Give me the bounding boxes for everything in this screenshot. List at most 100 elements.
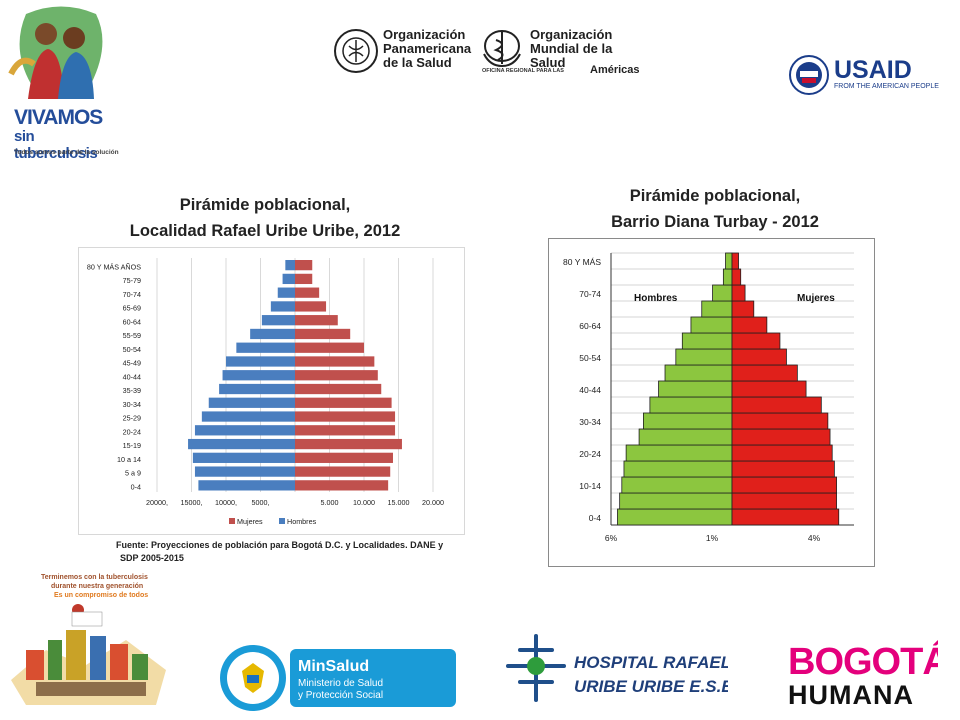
right-bar-hombres xyxy=(621,476,733,494)
ops-name-line1: Organización xyxy=(383,27,466,42)
left-bar-hombres xyxy=(219,383,295,395)
left-legend-label: Hombres xyxy=(287,517,317,526)
usaid-tagline: FROM THE AMERICAN PEOPLE xyxy=(834,83,939,90)
right-bar-hombres xyxy=(664,364,733,382)
oms-emblem-icon xyxy=(483,30,521,68)
right-age-label: 0-4 xyxy=(589,513,602,523)
oms-name-line2: Mundial de la Salud xyxy=(530,41,613,70)
left-age-label: 5 a 9 xyxy=(125,469,141,478)
left-x-tick: 20000, xyxy=(146,498,168,507)
minsalud-title: MinSalud xyxy=(298,658,369,675)
tb-campaign-logo: Terminemos con la tuberculosis durante n… xyxy=(6,570,176,710)
right-bar-mujeres xyxy=(731,380,807,398)
left-bar-mujeres xyxy=(295,356,375,367)
left-age-label: 10 a 14 xyxy=(117,455,141,464)
minsalud-banner: MinSalud Ministerio de Salud y Protecció… xyxy=(220,645,456,711)
right-bar-mujeres xyxy=(731,316,768,334)
left-pyramid-svg: 0-4 5 a 9 10 a 14 15-19 20-24 25-29 30-34 35-39… xyxy=(87,258,444,526)
right-bar-mujeres xyxy=(731,476,837,494)
source-line2: SDP 2005-2015 xyxy=(120,553,184,563)
left-age-label: 70-74 xyxy=(123,290,141,299)
right-label-mujeres: Mujeres xyxy=(797,293,835,304)
right-bar-mujeres xyxy=(731,492,837,510)
right-bar-hombres xyxy=(658,380,733,398)
left-bar-hombres xyxy=(194,425,295,436)
right-bar-hombres xyxy=(625,444,733,462)
ops-name-line2: Panamericana xyxy=(383,41,472,56)
left-bar-mujeres xyxy=(295,301,327,312)
vivamos-logo-title: VIVAMOS xyxy=(14,106,103,129)
left-x-tick: 5000, xyxy=(252,498,270,507)
left-bar-hombres xyxy=(261,315,295,326)
left-age-label: 35-39 xyxy=(123,386,141,395)
right-x-tick: 1% xyxy=(706,533,719,543)
left-age-label: 65-69 xyxy=(123,304,141,313)
right-bar-mujeres xyxy=(731,284,746,302)
bogota-word: BOGOTÁ xyxy=(788,639,938,683)
bogota-humana-logo: BOGOTÁ HUMANA xyxy=(788,630,950,710)
left-age-label: 20-24 xyxy=(123,427,141,436)
left-age-label: 40-44 xyxy=(123,372,141,381)
left-bar-mujeres xyxy=(295,370,378,381)
right-bar-mujeres xyxy=(731,300,755,318)
left-x-tick: 15.000 xyxy=(388,498,410,507)
right-bar-hombres xyxy=(690,316,733,334)
left-bar-mujeres xyxy=(295,273,313,285)
minsalud-sub1: Ministerio de Salud xyxy=(298,678,383,689)
left-age-label: 80 Y MÁS AÑOS xyxy=(87,262,141,271)
right-chart-title-line2: Barrio Diana Turbay - 2012 xyxy=(611,213,819,231)
right-chart-title: Pirámide poblacional, Barrio Diana Turba… xyxy=(550,183,880,235)
right-pyramid-svg: 0-4 10-14 20-24 30-34 40-44 50-54 60-64 70-74 80… xyxy=(563,252,854,543)
hospital-name-line2: URIBE URIBE E.S.E. xyxy=(574,677,728,696)
left-age-label: 50-54 xyxy=(123,345,141,354)
left-age-label: 0-4 xyxy=(131,483,141,492)
left-legend-swatch xyxy=(279,518,285,524)
left-bar-hombres xyxy=(236,342,295,353)
left-bar-hombres xyxy=(226,356,295,367)
left-bar-mujeres xyxy=(295,260,313,271)
right-bar-hombres xyxy=(638,428,733,446)
right-bar-mujeres xyxy=(731,428,831,446)
left-age-label: 15-19 xyxy=(123,441,141,450)
right-bar-hombres xyxy=(619,492,733,510)
hospital-logo: HOSPITAL RAFAEL URIBE URIBE E.S.E. xyxy=(498,630,737,706)
right-bar-mujeres xyxy=(731,412,829,430)
left-bar-hombres xyxy=(192,452,295,463)
right-age-label: 40-44 xyxy=(579,385,601,395)
ops-logo: Organización Panamericana de la Salud xyxy=(333,28,471,78)
left-x-tick: 10.000 xyxy=(353,498,375,507)
left-legend-swatch xyxy=(229,518,235,524)
right-bar-mujeres xyxy=(731,268,742,286)
source-line1: Fuente: Proyecciones de población para B… xyxy=(116,540,444,550)
vivamos-logo-subtitle: sin tuberculosis xyxy=(14,128,98,162)
vivamos-logo-tagline: Todos somos parte de la solución xyxy=(14,149,119,156)
left-chart-title: Pirámide poblacional, Localidad Rafael U… xyxy=(90,192,440,244)
minsalud-logo: MinSalud Ministerio de Salud y Protecció… xyxy=(220,645,456,711)
bogota-humana-wordmark: BOGOTÁ HUMANA xyxy=(788,639,950,710)
left-bar-mujeres xyxy=(295,411,396,422)
right-age-label: 70-74 xyxy=(579,289,601,299)
right-bar-hombres xyxy=(643,412,733,430)
minsalud-sub2: y Protección Social xyxy=(298,690,383,701)
right-bar-hombres xyxy=(617,508,733,526)
right-bar-mujeres xyxy=(731,252,739,270)
right-x-tick: 6% xyxy=(605,533,618,543)
right-population-pyramid: 0-4 10-14 20-24 30-34 40-44 50-54 60-64 70-74 80… xyxy=(548,238,875,567)
right-age-label: 20-24 xyxy=(579,449,601,459)
right-bar-hombres xyxy=(725,252,733,270)
right-bar-mujeres xyxy=(731,508,840,526)
right-age-label: 80 Y MÁS xyxy=(563,257,601,267)
hospital-emblem: HOSPITAL RAFAEL URIBE URIBE E.S.E. xyxy=(506,634,737,702)
left-x-tick: 20.000 xyxy=(422,498,444,507)
left-bar-mujeres xyxy=(295,397,392,408)
left-age-label: 25-29 xyxy=(123,414,141,423)
left-bar-hombres xyxy=(194,466,295,477)
right-bar-mujeres xyxy=(731,332,781,350)
left-bar-hombres xyxy=(270,301,295,312)
left-chart-title-line2: Localidad Rafael Uribe Uribe, 2012 xyxy=(129,222,401,240)
left-bar-hombres xyxy=(188,438,295,450)
source-note: Fuente: Proyecciones de población para B… xyxy=(116,539,446,565)
left-age-label: 55-59 xyxy=(123,331,141,340)
ops-seal-icon xyxy=(334,29,378,73)
oms-regional-label: OFICINA REGIONAL PARA LAS xyxy=(482,68,564,74)
